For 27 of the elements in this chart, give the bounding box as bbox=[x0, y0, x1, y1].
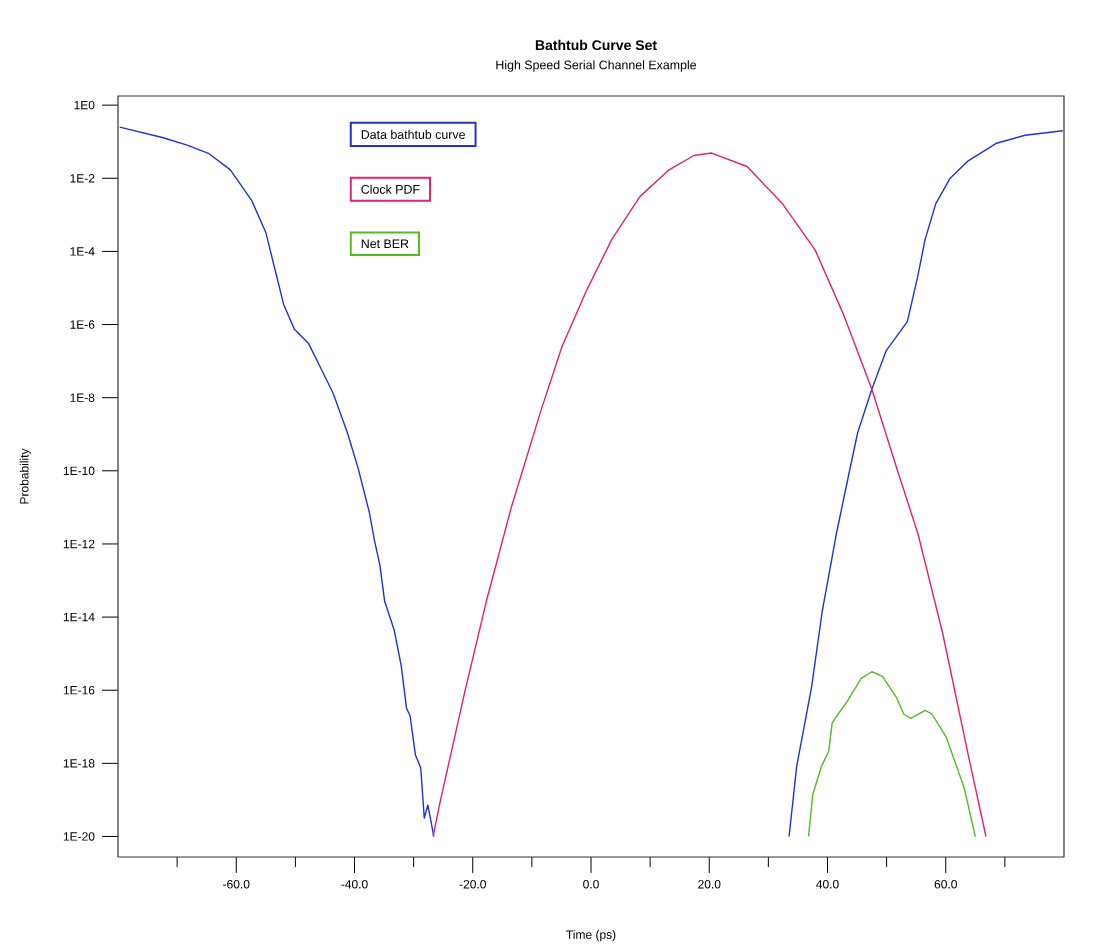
y-tick-label: 1E-4 bbox=[70, 247, 95, 256]
y-tick-label: 1E-2 bbox=[70, 174, 95, 183]
x-tick-label: -20.0 bbox=[459, 880, 486, 889]
x-tick-label: 0.0 bbox=[583, 880, 599, 889]
y-tick-label: 1E-16 bbox=[63, 685, 95, 695]
line-series bbox=[807, 671, 977, 838]
x-tick-label: 40.0 bbox=[816, 880, 839, 889]
chart-subtitle: High Speed Serial Channel Example bbox=[496, 60, 697, 72]
line-series bbox=[432, 152, 987, 838]
x-axis-title: Time (ps) bbox=[566, 930, 616, 942]
y-tick-label: 1E-8 bbox=[70, 393, 95, 402]
y-tick-label: 1E-12 bbox=[63, 539, 95, 549]
y-tick-label: 1E-14 bbox=[63, 612, 95, 622]
y-tick-label: 1E-10 bbox=[63, 466, 95, 476]
x-tick-label: 60.0 bbox=[934, 880, 957, 889]
y-tick-label: 1E-20 bbox=[63, 832, 95, 841]
y-axis-title: Probability bbox=[19, 448, 31, 504]
chart-title: Bathtub Curve Set bbox=[535, 39, 657, 51]
y-tick-label: 1E-18 bbox=[63, 759, 95, 768]
y-tick-label: 1E-6 bbox=[70, 320, 95, 329]
text: Net BER bbox=[361, 239, 409, 249]
x-tick-label: -60.0 bbox=[223, 880, 250, 889]
x-tick-label: -40.0 bbox=[341, 880, 368, 889]
text: Data bathtub curve bbox=[361, 129, 465, 139]
y-tick-label: 1E0 bbox=[74, 100, 95, 110]
text: Clock PDF bbox=[361, 184, 420, 194]
x-tick-label: 20.0 bbox=[698, 880, 721, 889]
